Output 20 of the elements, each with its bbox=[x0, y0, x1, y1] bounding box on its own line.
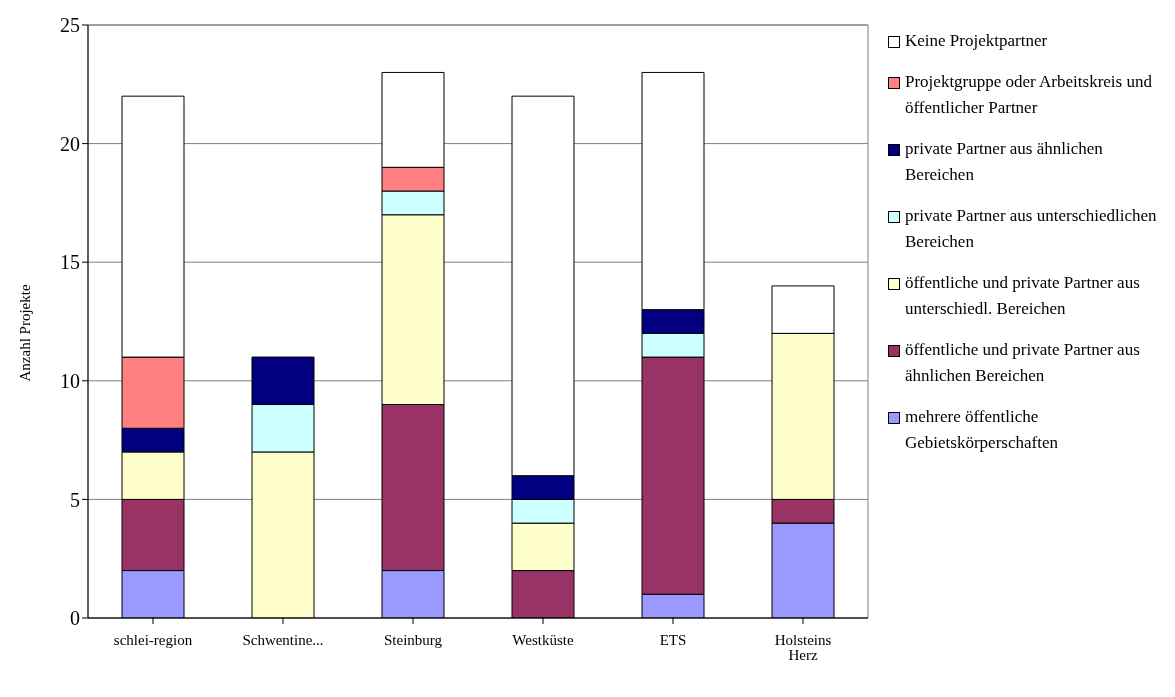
legend-label: mehrere öffentliche Gebietskörperschaften bbox=[905, 406, 1059, 454]
y-tick-label: 15 bbox=[60, 251, 80, 274]
legend-label: öffentliche und private Partner aus unterschiedl. Bereichen bbox=[905, 272, 1141, 320]
legend-label: private Partner aus unterschiedlichen Bereichen bbox=[905, 205, 1158, 253]
x-tick-label: ETS bbox=[659, 631, 687, 648]
legend-label: Projektgruppe oder Arbeitskreis und öffentlicher Partner bbox=[905, 71, 1153, 119]
x-tick-label: Steinburg bbox=[383, 631, 443, 648]
y-tick-label: 5 bbox=[70, 488, 80, 511]
legend-label: öffentliche und private Partner aus ähnlichen Bereichen bbox=[905, 339, 1141, 387]
y-tick-label: 0 bbox=[70, 607, 80, 630]
y-tick-label: 25 bbox=[60, 14, 80, 37]
y-tick-label: 10 bbox=[60, 369, 80, 392]
y-tick-label: 20 bbox=[60, 132, 80, 155]
legend-label: private Partner aus ähnlichen Bereichen bbox=[905, 138, 1104, 186]
x-tick-label: Westküste bbox=[512, 631, 574, 648]
legend-label: Keine Projektpartner bbox=[905, 30, 1048, 52]
y-axis-title: Anzahl Projekte bbox=[17, 284, 34, 382]
x-tick-label: Schwentine... bbox=[242, 631, 324, 648]
x-tick-label: schlei-region bbox=[113, 631, 193, 648]
x-tick-label: Holsteins Herz bbox=[774, 631, 832, 663]
